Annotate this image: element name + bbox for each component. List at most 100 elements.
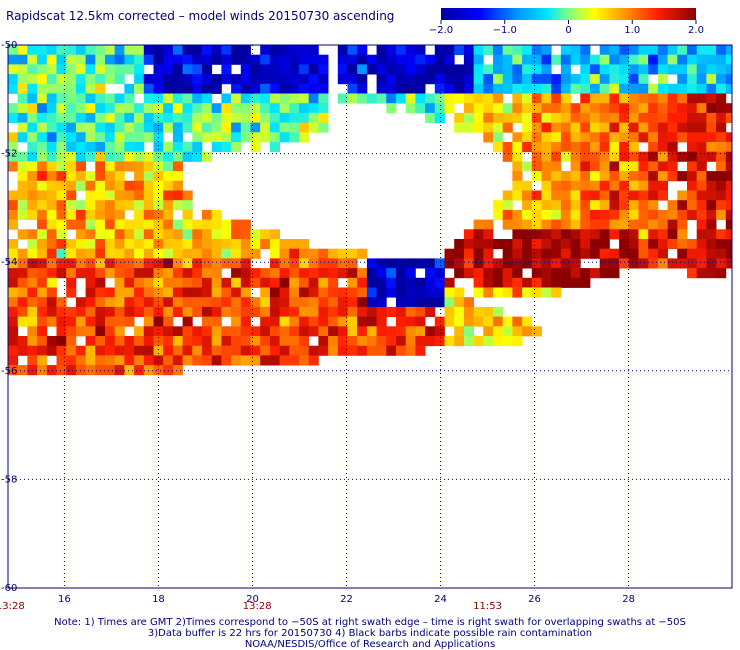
heatmap-cell [337,258,348,269]
heatmap-cell [725,132,732,143]
heatmap-cell [454,239,465,250]
heatmap-cell [85,258,96,269]
heatmap-cell [706,83,717,94]
heatmap-cell [172,229,183,240]
heatmap-cell [541,268,552,279]
heatmap-cell [667,93,678,104]
heatmap-cell [231,142,242,153]
heatmap-cell [114,74,125,85]
heatmap-cell [289,306,300,317]
heatmap-cell [182,355,193,366]
heatmap-cell [590,171,601,182]
heatmap-cell [677,209,688,220]
heatmap-cell [182,64,193,75]
heatmap-cell [551,258,562,269]
heatmap-cell [114,122,125,133]
heatmap-cell [444,316,455,327]
heatmap-cell [202,132,213,143]
heatmap-cell [250,277,261,288]
heatmap-cell [599,209,610,220]
heatmap-cell [473,287,484,298]
heatmap-cell [619,229,630,240]
heatmap-cell [279,64,290,75]
heatmap-cell [56,122,67,133]
heatmap-cell [463,83,474,94]
heatmap-cell [725,151,732,162]
heatmap-cell [619,45,630,56]
heatmap-cell [619,190,630,201]
heatmap-cell [202,336,213,347]
heatmap-cell [95,287,106,298]
heatmap-cell [638,171,649,182]
heatmap-cell [376,297,387,308]
heatmap-cell [260,326,271,337]
heatmap-cell [337,54,348,65]
x-tick-label: 26 [528,594,541,605]
heatmap-cell [66,355,77,366]
heatmap-cell [27,316,38,327]
heatmap-cell [512,190,523,201]
heatmap-cell [483,103,494,114]
heatmap-cell [434,336,445,347]
heatmap-cell [279,326,290,337]
heatmap-cell [318,122,329,133]
heatmap-cell [231,103,242,114]
heatmap-cell [46,219,57,230]
heatmap-cell [590,209,601,220]
heatmap-cell [541,248,552,259]
heatmap-cell [628,112,639,123]
heatmap-cell [240,277,251,288]
heatmap-cell [240,83,251,94]
heatmap-cell [483,132,494,143]
heatmap-cell [202,219,213,230]
heatmap-cell [56,132,67,143]
heatmap-cell [512,229,523,240]
heatmap-cell [17,103,28,114]
heatmap-cell [444,54,455,65]
heatmap-cell [599,142,610,153]
heatmap-cell [46,103,57,114]
heatmap-cell [269,54,280,65]
heatmap-cell [551,248,562,259]
heatmap-cell [143,112,154,123]
heatmap-cell [366,93,377,104]
heatmap-cell [687,268,698,279]
heatmap-cell [590,161,601,172]
heatmap-cell [405,277,416,288]
heatmap-cell [114,64,125,75]
heatmap-cell [299,83,310,94]
heatmap-cell [590,74,601,85]
heatmap-cell [599,180,610,191]
heatmap-cell [289,258,300,269]
heatmap-cell [279,258,290,269]
heatmap-cell [134,190,145,201]
heatmap-cell [143,219,154,230]
heatmap-cell [357,277,368,288]
heatmap-cell [638,122,649,133]
heatmap-cell [687,190,698,201]
heatmap-cell [299,326,310,337]
heatmap-cell [289,45,300,56]
heatmap-cell [318,83,329,94]
heatmap-cell [308,74,319,85]
heatmap-cell [444,297,455,308]
heatmap-cell [667,209,678,220]
heatmap-cell [609,268,620,279]
heatmap-cell [172,142,183,153]
heatmap-cell [716,229,727,240]
heatmap-cell [46,180,57,191]
heatmap-cell [425,306,436,317]
heatmap-cell [328,316,339,327]
heatmap-cell [551,219,562,230]
heatmap-cell [85,248,96,259]
heatmap-cell [211,132,222,143]
heatmap-cell [172,355,183,366]
heatmap-cell [473,219,484,230]
heatmap-cell [638,151,649,162]
y-tick-label: -56 [1,366,17,377]
heatmap-cell [56,258,67,269]
heatmap-cell [105,132,116,143]
heatmap-cell [386,345,397,356]
heatmap-cell [657,112,668,123]
heatmap-cell [260,306,271,317]
